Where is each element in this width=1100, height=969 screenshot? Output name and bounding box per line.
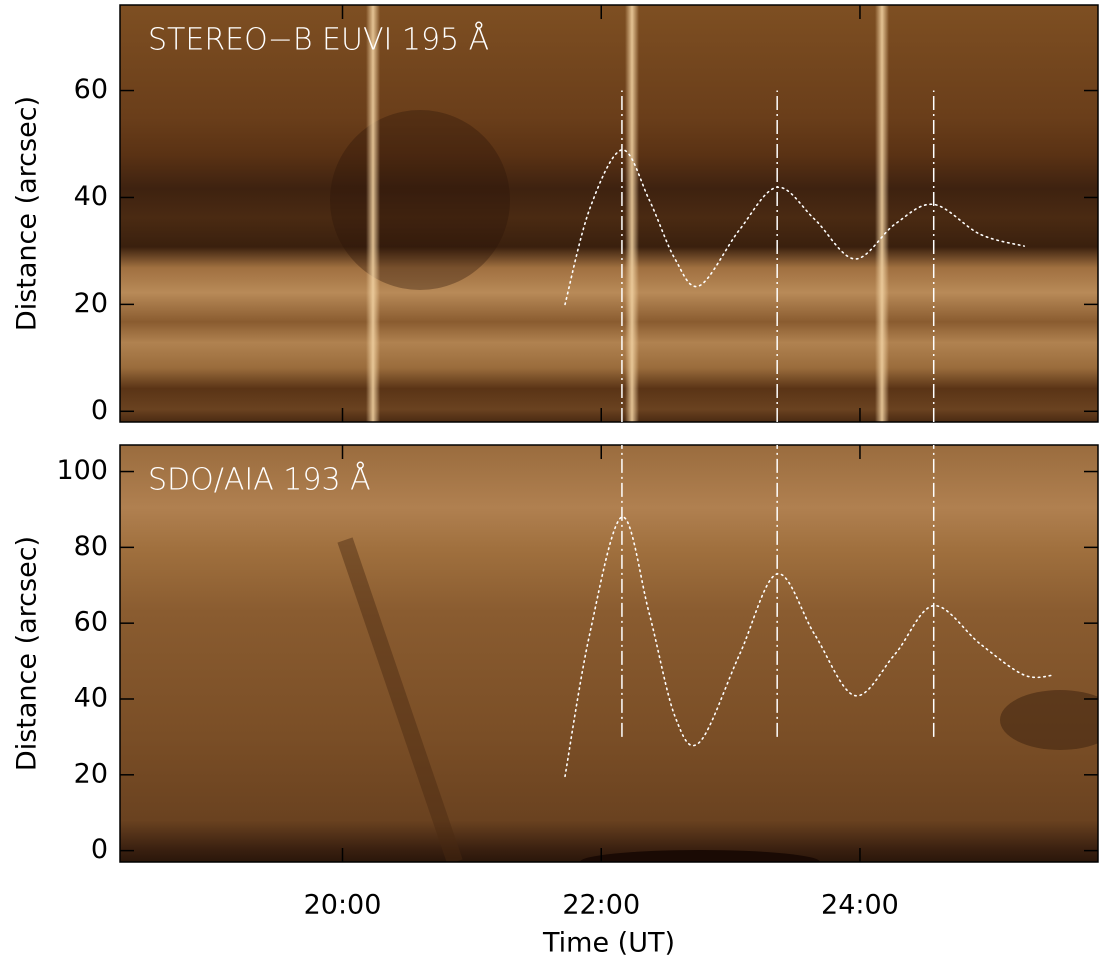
y-axis-label: Distance (arcsec) (12, 536, 43, 771)
y-tick-label: 20 (74, 758, 108, 789)
panel-frame (119, 4, 1099, 423)
fit-curve (564, 516, 1055, 778)
x-tick-label: 24:00 (821, 890, 899, 921)
plot-layer (564, 90, 1026, 422)
y-tick-label: 40 (74, 181, 108, 212)
y-tick-label: 0 (91, 834, 108, 865)
panel-frame (119, 444, 1099, 863)
x-axis-label: Time (UT) (542, 928, 675, 959)
panel-title: SDO/AIA 193 Å (148, 461, 371, 498)
x-tick-label: 22:00 (562, 890, 640, 921)
y-tick-label: 20 (74, 288, 108, 319)
y-tick-label: 60 (74, 74, 108, 105)
plot-layer (564, 445, 1055, 778)
y-tick-label: 60 (74, 607, 108, 638)
bottom-image (120, 445, 1098, 862)
y-tick-label: 80 (74, 531, 108, 562)
y-axis-label: Distance (arcsec) (12, 96, 43, 331)
y-tick-label: 40 (74, 682, 108, 713)
top-image (120, 5, 1098, 422)
x-tick-label: 20:00 (304, 890, 382, 921)
y-tick-label: 100 (56, 455, 108, 486)
panel-title: STEREO−B EUVI 195 Å (148, 21, 489, 58)
fit-curve (564, 149, 1026, 306)
y-tick-label: 0 (91, 395, 108, 426)
